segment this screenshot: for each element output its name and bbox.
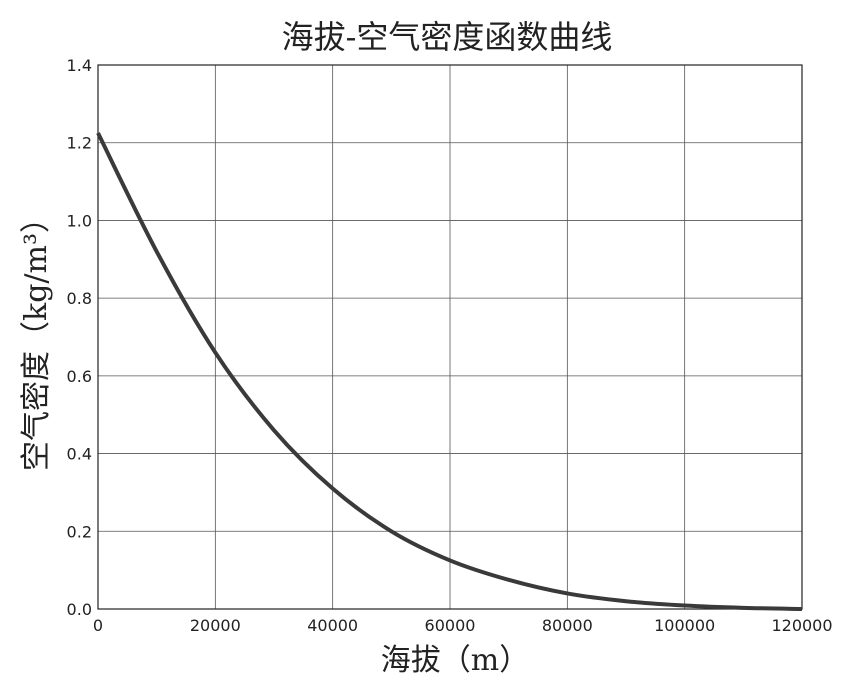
x-tick-label: 20000 <box>190 616 241 635</box>
y-tick-label: 0.0 <box>67 600 92 619</box>
x-tick-label: 120000 <box>771 616 832 635</box>
y-tick-label: 1.0 <box>67 211 92 230</box>
y-axis-label: 空气密度（kg/m³） <box>19 203 54 471</box>
tick-labels: 0 20000 40000 60000 80000 100000 120000 0.0 0.2 0… <box>67 56 833 635</box>
density-curve-line <box>96 132 803 611</box>
y-tick-label: 0.8 <box>67 289 92 308</box>
y-tick-label: 0.2 <box>67 522 92 541</box>
curve-layer <box>96 132 803 611</box>
grid-lines <box>97 64 803 610</box>
y-tick-label: 0.4 <box>67 445 92 464</box>
x-tick-label: 100000 <box>654 616 715 635</box>
x-tick-label: 0 <box>93 616 103 635</box>
x-axis-label: 海拔（m） <box>381 643 529 678</box>
y-tick-label: 1.4 <box>67 56 92 75</box>
chart-title: 海拔-空气密度函数曲线 <box>282 18 613 56</box>
x-tick-label: 80000 <box>542 616 593 635</box>
x-tick-label: 60000 <box>425 616 476 635</box>
x-tick-label: 40000 <box>307 616 358 635</box>
plot-frame <box>97 64 803 610</box>
y-tick-label: 1.2 <box>67 134 92 153</box>
y-tick-label: 0.6 <box>67 367 92 386</box>
